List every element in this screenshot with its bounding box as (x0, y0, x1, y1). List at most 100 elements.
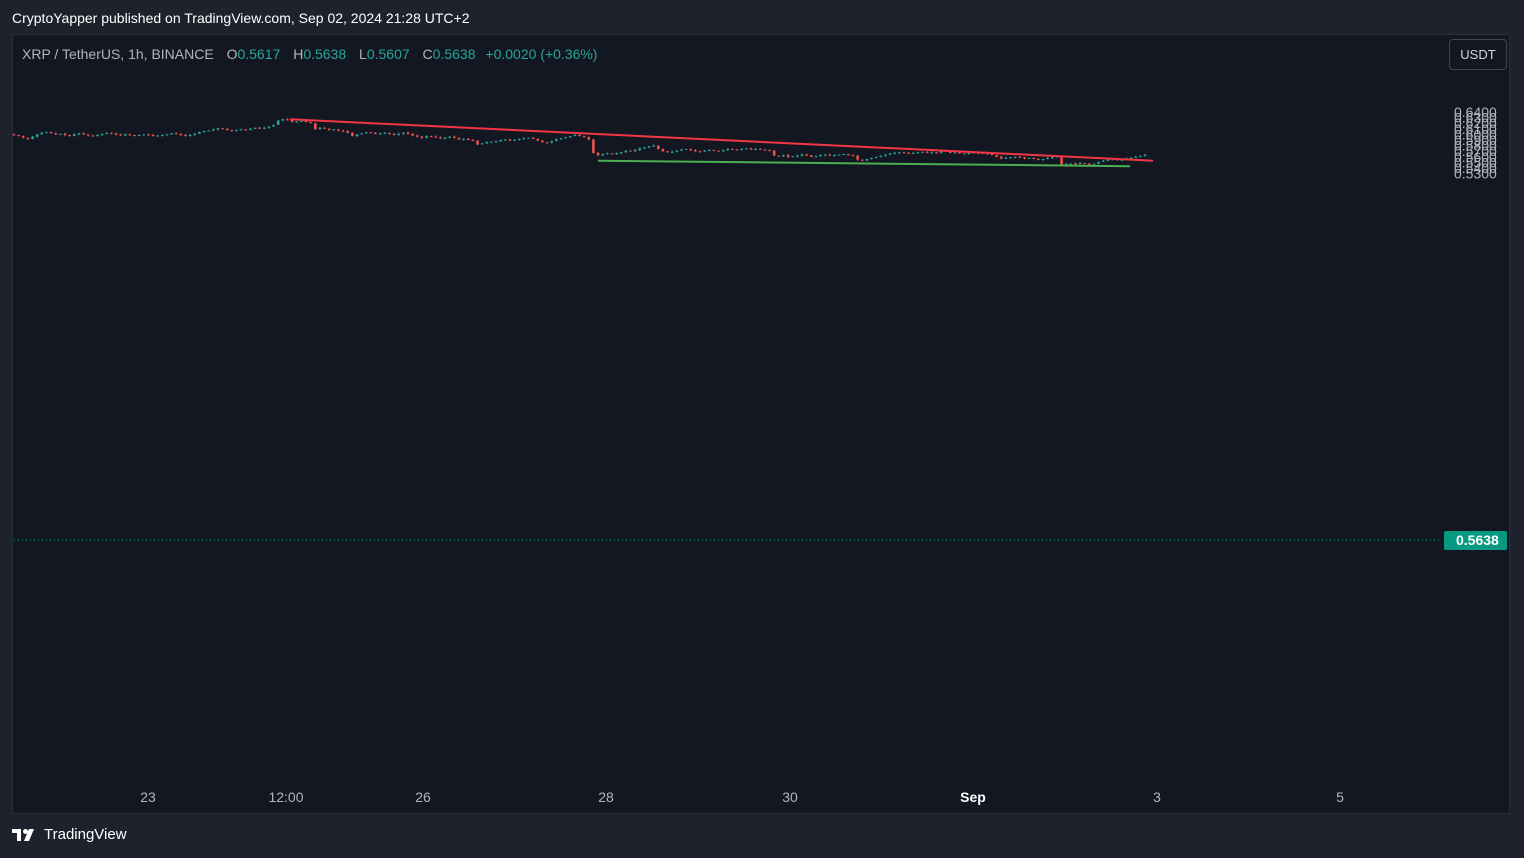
candle-body (531, 137, 535, 139)
legend-symbol[interactable]: XRP / TetherUS, 1h, BINANCE (22, 46, 214, 62)
candle-body (68, 134, 71, 137)
candle-body (1018, 156, 1022, 158)
x-tick-label: 30 (782, 789, 798, 805)
candle-body (624, 150, 628, 153)
candle-body (448, 136, 451, 138)
candle-body (1023, 157, 1026, 159)
candle-body (59, 133, 62, 135)
candle-body (239, 129, 243, 131)
candle-body (480, 143, 484, 145)
y-tick-label: 0.6400 (1454, 104, 1497, 120)
candle-body (346, 131, 350, 133)
candle-body (429, 136, 433, 138)
candle-body (953, 152, 957, 154)
price-axis[interactable]: 0.64000.63000.62000.61000.60000.59000.58… (1454, 104, 1497, 182)
tradingview-footer[interactable]: TradingView (12, 826, 127, 843)
candle-body (355, 134, 359, 137)
y-tick-label: 0.6200 (1454, 115, 1497, 131)
candle-body (772, 150, 776, 156)
time-axis[interactable]: 23 12:00 26 28 30 Sep 3 5 (140, 789, 1344, 805)
legend-low-value: 0.5607 (366, 46, 410, 62)
tradingview-logo-icon (12, 828, 34, 841)
candle-body (809, 155, 813, 157)
candle-body (12, 134, 16, 136)
candle-body (745, 148, 748, 150)
candle-body (921, 151, 924, 153)
candle-body (601, 154, 604, 156)
candle-body (1083, 162, 1087, 164)
candle-body (281, 119, 285, 121)
candle-body (216, 128, 220, 130)
candle-body (286, 119, 289, 121)
chart-panel[interactable] (12, 34, 1510, 814)
candle-body (1032, 157, 1036, 160)
y-tick-label: 0.5500 (1454, 154, 1497, 170)
candle-body (156, 135, 159, 137)
legend-open-label: O (226, 46, 238, 62)
candle-body (629, 150, 632, 152)
candle-body (453, 136, 456, 138)
candle-body (907, 152, 910, 154)
candle-body (40, 132, 44, 135)
candle-body (425, 136, 428, 138)
candle-body (527, 137, 530, 139)
candle-body (717, 150, 720, 152)
candle-body (703, 150, 706, 152)
candle-body (318, 127, 322, 130)
candle-body (184, 134, 187, 136)
candle-body (990, 154, 994, 156)
candle-body (476, 140, 479, 145)
candle-body (253, 127, 257, 129)
candle-body (1097, 161, 1100, 164)
legend-close-label: C (422, 46, 433, 62)
candle-body (995, 155, 998, 157)
candle-body (735, 149, 739, 151)
candle-body (383, 132, 387, 134)
candle-body (327, 128, 331, 130)
last-price-tag-text: 0.5638 (1456, 532, 1499, 548)
candle-body (814, 156, 818, 158)
candle-body (1074, 163, 1077, 165)
candle-body (466, 138, 470, 140)
candle-body (661, 148, 665, 152)
y-tick-label: 0.6100 (1454, 121, 1497, 137)
candle-body (708, 150, 711, 152)
candle-body (351, 132, 354, 137)
legend-close-value: 0.5638 (432, 46, 476, 62)
candle-body (72, 134, 76, 137)
legend-open-value: 0.5617 (237, 46, 281, 62)
legend-high-label: H (293, 46, 304, 62)
candle-body (26, 137, 30, 139)
candle-body (402, 132, 405, 134)
candle-body (133, 134, 136, 137)
support-trendline[interactable] (597, 159, 1131, 168)
candle-body (1129, 157, 1133, 159)
candle-body (45, 132, 48, 134)
currency-button[interactable]: USDT (1449, 39, 1507, 70)
candle-body (378, 133, 382, 135)
candle-body (610, 153, 614, 155)
candle-body (768, 150, 771, 152)
candle-body (31, 136, 34, 139)
candle-body (568, 136, 572, 138)
candle-body (100, 133, 104, 135)
candle-body (35, 134, 39, 137)
candle-body (698, 151, 702, 153)
candle-body (689, 148, 693, 151)
candle-body (263, 127, 266, 129)
candle-body (670, 151, 674, 153)
candle-body (842, 154, 845, 155)
candle-body (860, 159, 864, 161)
candle-body (619, 152, 623, 154)
y-tick-label: 0.6000 (1454, 126, 1497, 142)
candle-body (369, 132, 373, 134)
candle-body (290, 120, 294, 123)
candle-body (675, 150, 679, 152)
candle-body (309, 122, 312, 124)
candle-body (244, 129, 248, 131)
candle-body (96, 134, 99, 137)
symbol-legend: XRP / TetherUS, 1h, BINANCE O0.5617 H 0.5… (22, 46, 597, 62)
resistance-trendline[interactable] (289, 118, 1154, 162)
candle-body (837, 154, 841, 156)
